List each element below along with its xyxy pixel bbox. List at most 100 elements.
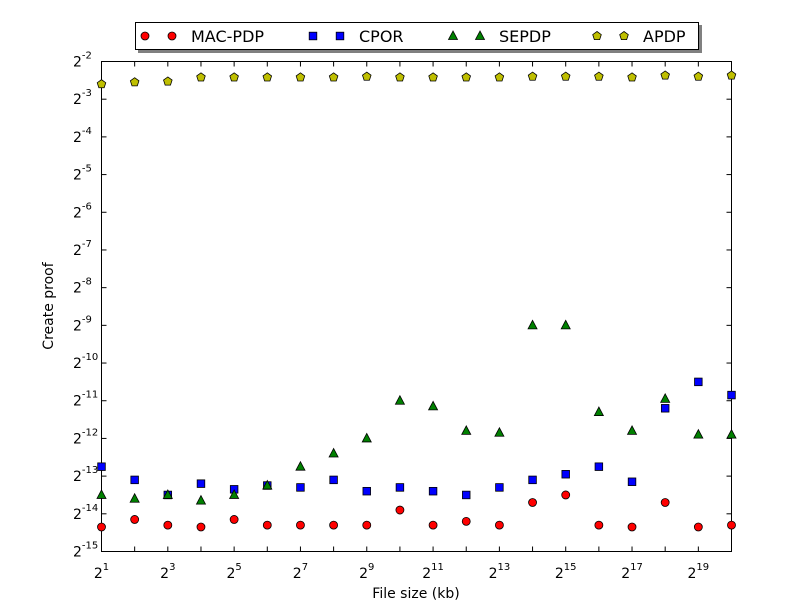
legend-marker <box>619 31 629 41</box>
x-tick-label: 29 <box>359 562 374 582</box>
plot-area <box>101 61 732 552</box>
y-tick-label: 2-12 <box>73 427 98 447</box>
axis-ticks <box>101 61 732 552</box>
pentagon-point <box>362 71 372 81</box>
square-point <box>296 483 305 492</box>
circle-point <box>163 520 173 530</box>
y-tick-labels: 2-2 2-3 2-4 2-5 2-6 2-7 2-8 2-9 2-10 2-11 2-12 2-13… <box>73 51 98 561</box>
x-tick-label: 21 <box>94 562 109 582</box>
square-point <box>694 377 703 387</box>
y-tick-label: 2-4 <box>73 126 92 146</box>
y-tick-label: 2-5 <box>73 164 92 184</box>
pentagon-point <box>627 72 637 82</box>
pentagon-point <box>262 72 273 82</box>
legend-entry: MAC-PDP <box>140 27 264 46</box>
circle-point <box>660 498 670 507</box>
circle-point <box>461 516 471 526</box>
square-point <box>660 404 670 413</box>
pentagon-point <box>395 72 405 82</box>
legend-marker <box>167 31 177 41</box>
y-tick-label: 2-8 <box>73 277 92 297</box>
circle-point <box>130 515 140 524</box>
legend-box <box>135 22 699 50</box>
pentagon-point <box>129 77 140 87</box>
triangle-point <box>262 479 273 490</box>
pentagon-point <box>163 76 173 86</box>
x-tick-label: 23 <box>160 562 175 582</box>
y-tick-label: 2-7 <box>73 239 92 259</box>
square-point <box>528 475 537 485</box>
pentagon-point <box>328 72 339 82</box>
square-point <box>727 390 736 400</box>
circle-point <box>428 520 438 530</box>
pentagon-point <box>494 72 505 82</box>
legend-entry: APDP <box>592 27 686 46</box>
pentagon-point <box>594 71 604 81</box>
x-tick-label: 213 <box>489 562 511 582</box>
legend-marker <box>447 30 459 40</box>
triangle-point <box>427 400 439 411</box>
square-point <box>495 483 504 492</box>
x-tick-label: 215 <box>555 562 577 582</box>
legend-label: SEPDP <box>499 27 551 46</box>
data-points <box>96 70 737 532</box>
triangle-point <box>593 406 605 416</box>
circle-point <box>262 520 272 530</box>
square-point <box>362 486 371 496</box>
y-tick-label: 2-13 <box>73 465 98 485</box>
pentagon-point <box>461 72 471 82</box>
x-axis-title: File size (kb) <box>372 586 459 602</box>
legend-entry: CPOR <box>308 27 404 46</box>
pentagon-point <box>660 70 670 80</box>
circle-point <box>196 522 206 532</box>
x-tick-label: 217 <box>621 562 643 582</box>
circle-point <box>229 515 239 524</box>
pentagon-point <box>428 72 438 82</box>
y-tick-label: 2-2 <box>73 51 92 71</box>
circle-point <box>594 520 604 530</box>
triangle-point <box>162 489 173 499</box>
square-point <box>395 483 405 492</box>
square-point <box>594 462 604 471</box>
triangle-point <box>361 432 372 443</box>
triangle-point <box>295 460 306 471</box>
series-sepdp <box>96 319 737 505</box>
triangle-point <box>726 428 737 439</box>
x-tick-label: 211 <box>422 562 444 582</box>
pentagon-point <box>527 71 538 81</box>
y-tick-label: 2-14 <box>73 503 98 523</box>
pentagon-point <box>196 72 206 82</box>
triangle-point <box>328 447 339 458</box>
triangle-point <box>494 426 505 437</box>
y-tick-label: 2-15 <box>73 541 98 561</box>
circle-point <box>362 520 372 530</box>
square-point <box>329 475 338 485</box>
triangle-point <box>626 425 638 435</box>
x-tick-labels: 21 23 25 27 29 211 213 215 217 219 <box>94 562 709 582</box>
pentagon-point <box>96 79 107 89</box>
legend-marker <box>140 31 150 41</box>
series-apdp <box>96 70 737 89</box>
circle-point <box>528 498 537 507</box>
pentagon-point <box>229 72 239 82</box>
triangle-point <box>96 489 107 499</box>
y-tick-label: 2-9 <box>73 314 92 334</box>
circle-point <box>296 520 305 530</box>
square-point <box>97 462 106 471</box>
legend-entry: SEPDP <box>447 27 551 46</box>
legend-marker <box>592 31 602 41</box>
square-point <box>196 479 206 488</box>
y-tick-label: 2-6 <box>73 201 92 221</box>
pentagon-point <box>726 70 737 80</box>
square-point <box>130 475 139 485</box>
legend-items: MAC-PDP CPOR SEPDP APDP <box>140 27 686 46</box>
x-tick-label: 219 <box>688 562 710 582</box>
circle-point <box>329 520 339 530</box>
pentagon-point <box>295 72 306 82</box>
circle-point <box>693 522 703 532</box>
legend-label: MAC-PDP <box>191 27 264 46</box>
triangle-point <box>129 492 140 503</box>
circle-point <box>494 520 504 530</box>
triangle-point <box>228 489 240 499</box>
series-mac-pdp <box>97 490 736 532</box>
